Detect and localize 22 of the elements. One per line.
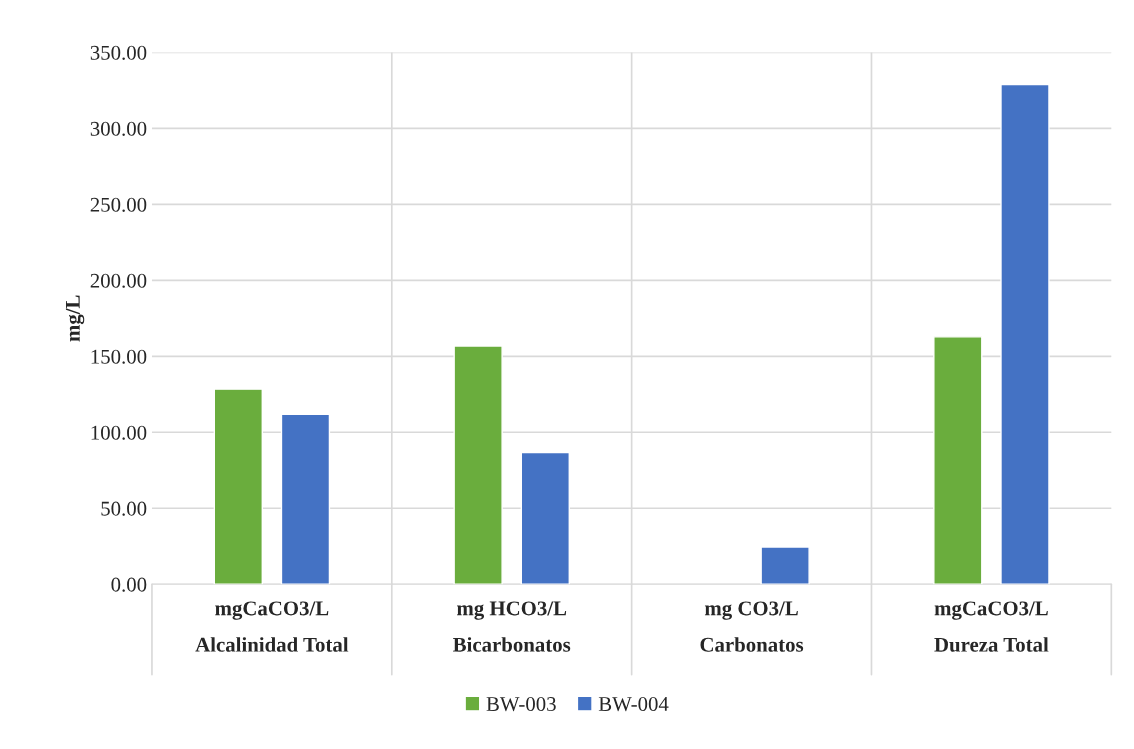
bar (453, 345, 503, 585)
y-tick-label: 300.00 (90, 121, 147, 136)
x-tick-label: mg HCO3/L Bicarbonatos (453, 601, 571, 652)
y-tick-label: 250.00 (90, 197, 147, 212)
bar (760, 546, 810, 585)
y-tick-label: 150.00 (91, 349, 147, 364)
y-tick-label: 50.00 (101, 501, 147, 516)
x-tick-label: mg CO3/L Carbonatos (700, 601, 804, 652)
x-tick-label: mgCaCO3/L Dureza Total (934, 601, 1049, 652)
bar (280, 413, 331, 585)
y-tick-label: 0.00 (111, 577, 147, 592)
bar (1000, 83, 1050, 585)
y-tick-label: 350.00 (90, 45, 147, 60)
y-tick-label: 100.00 (91, 425, 147, 440)
bar (933, 336, 983, 585)
bar (520, 451, 570, 585)
y-tick-label: 200.00 (90, 273, 147, 288)
x-tick-label: mgCaCO3/L Alcalinidad Total (195, 601, 349, 652)
legend-label: BW-003 (486, 696, 556, 712)
legend-label: BW-004 (598, 696, 669, 712)
y-axis-title: mg/L (65, 295, 85, 342)
bar (213, 388, 263, 585)
